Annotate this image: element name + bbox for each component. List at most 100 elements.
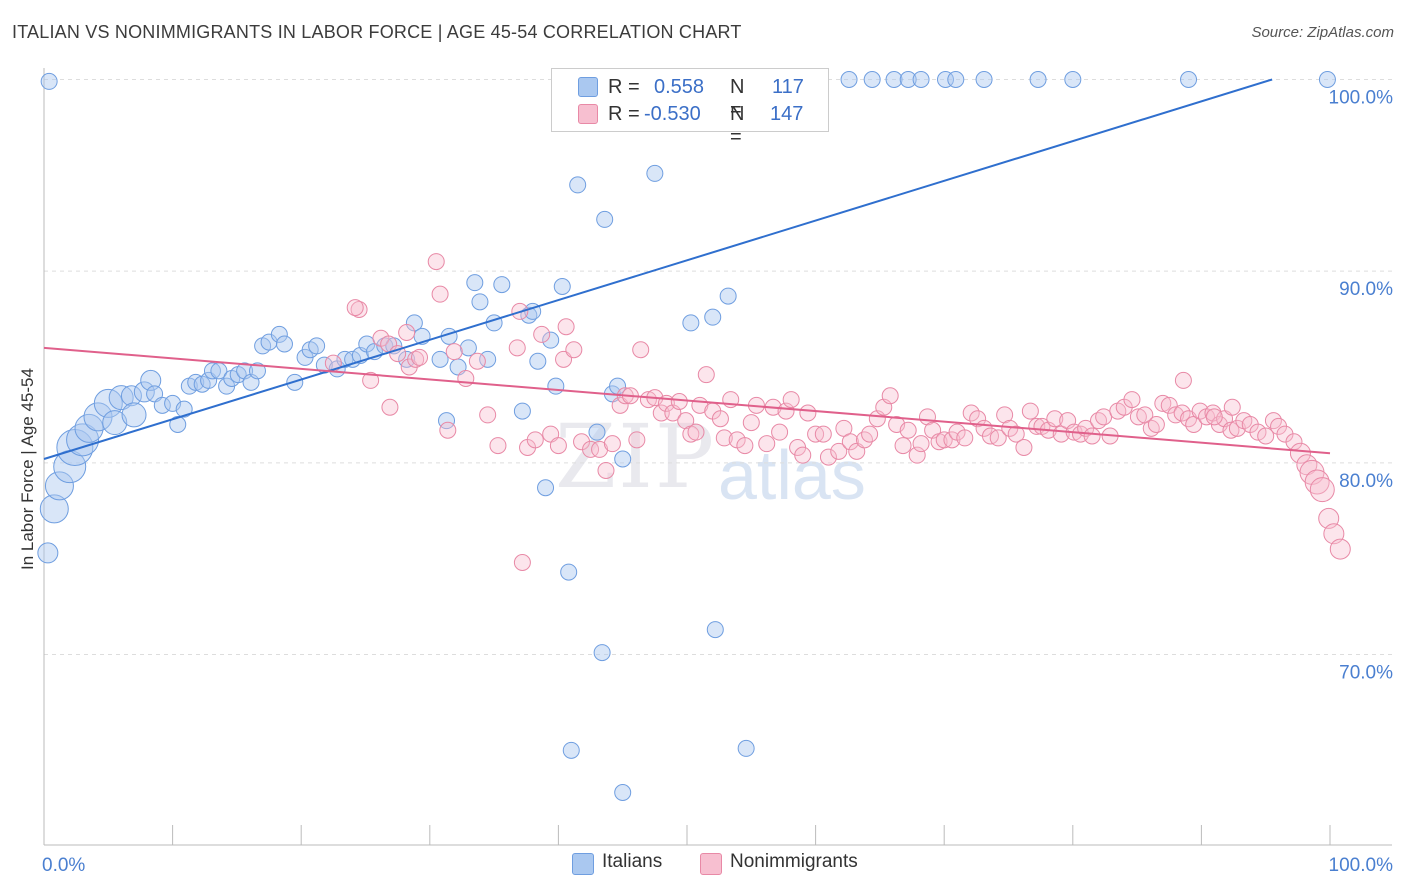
nonimmigrants-point <box>670 393 688 410</box>
italians-point <box>737 739 755 757</box>
nonimmigrants-point <box>1223 398 1241 416</box>
nonimmigrants-point <box>697 366 715 384</box>
nonimmigrants-point <box>489 437 507 455</box>
nonimmigrants-point <box>398 324 416 341</box>
italians-point <box>74 413 104 443</box>
nonimmigrants-point <box>1160 396 1178 414</box>
nonimmigrants-point <box>582 440 600 458</box>
legend-r-value: -0.530 <box>644 103 701 125</box>
legend-n-label: N = <box>730 76 745 121</box>
nonimmigrants-point <box>912 435 930 453</box>
nonimmigrants-point <box>899 421 917 439</box>
nonimmigrants-point <box>711 410 729 428</box>
legend: R = 0.558 N = 117 R = -0.530 N = 147 <box>551 68 829 148</box>
watermark-zip: ZIP <box>555 405 717 508</box>
legend-n-value: 117 <box>772 76 804 98</box>
italians-point <box>479 350 497 368</box>
italians-point <box>1029 71 1047 88</box>
italians-point <box>459 339 477 357</box>
nonimmigrants-point <box>526 431 544 449</box>
nonimmigrants-point <box>1174 371 1192 389</box>
italians-point <box>275 335 293 353</box>
nonimmigrants-point <box>427 253 445 271</box>
legend-n-label: N = <box>730 103 745 148</box>
italians-point <box>466 274 484 292</box>
nonimmigrants-point <box>1154 394 1172 412</box>
legend-n-value: 147 <box>770 103 804 125</box>
italians-point <box>529 352 547 370</box>
nonimmigrants-point <box>1046 410 1064 428</box>
nonimmigrants-point <box>1222 421 1240 439</box>
nonimmigrants-point <box>362 371 380 389</box>
nonimmigrants-point <box>439 421 457 439</box>
nonimmigrants-point <box>1147 416 1165 433</box>
nonimmigrants-point <box>1296 454 1318 476</box>
x-tick-label: 0.0% <box>42 855 85 876</box>
nonimmigrants-point <box>1095 408 1113 426</box>
italians-point <box>682 314 700 332</box>
nonimmigrants-point <box>956 429 974 447</box>
nonimmigrants-point <box>639 391 657 409</box>
nonimmigrants-point <box>1329 538 1351 560</box>
bottom-legend-swatch-italians <box>572 853 594 875</box>
nonimmigrants-point <box>830 442 848 460</box>
nonimmigrants-point <box>1123 391 1141 409</box>
italians-point <box>537 479 555 497</box>
italians-point <box>947 71 965 88</box>
italians-point <box>596 210 614 228</box>
italians-point <box>169 416 187 433</box>
nonimmigrants-point <box>1021 402 1039 420</box>
nonimmigrants-point <box>557 318 575 336</box>
nonimmigrants-point <box>513 554 531 571</box>
nonimmigrants-point <box>346 299 364 317</box>
y-tick-label: 70.0% <box>1339 663 1393 684</box>
italians-point <box>588 423 606 441</box>
nonimmigrants-point <box>411 348 429 366</box>
y-tick-label: 100.0% <box>1329 88 1394 109</box>
legend-r-value: 0.558 <box>654 76 705 98</box>
nonimmigrants-point <box>841 433 859 451</box>
nonimmigrants-point <box>1167 406 1185 424</box>
nonimmigrants-point <box>508 339 526 357</box>
nonimmigrants-point <box>603 435 621 453</box>
italians-point <box>471 293 489 311</box>
source-label: Source: ZipAtlas.com <box>1251 24 1394 41</box>
italians-point <box>1180 71 1198 88</box>
italians-point <box>593 644 611 662</box>
watermark-atlas: atlas <box>718 436 866 514</box>
nonimmigrants-point <box>1007 425 1025 443</box>
nonimmigrants-point <box>771 423 789 441</box>
nonimmigrants-point <box>479 406 497 424</box>
nonimmigrants-point <box>628 431 646 449</box>
italians-point <box>936 71 954 88</box>
legend-swatch-nonimmigrants <box>578 104 598 124</box>
italians-point <box>37 542 59 564</box>
italians-point <box>187 373 205 391</box>
nonimmigrants-point <box>782 391 800 409</box>
nonimmigrants-point <box>814 425 832 443</box>
nonimmigrants-point <box>632 341 650 359</box>
italians-point <box>912 71 930 88</box>
italians-point <box>706 621 724 639</box>
nonimmigrants-point <box>1249 423 1267 441</box>
italians-point <box>153 396 171 414</box>
nonimmigrants-point <box>549 437 567 455</box>
nonimmigrants-point <box>1309 477 1335 503</box>
legend-r-label: R = <box>608 76 640 98</box>
nonimmigrants-point <box>736 437 754 455</box>
italians-point <box>975 71 993 88</box>
nonimmigrants-point <box>758 435 776 453</box>
italians-point <box>560 563 578 581</box>
chart-title: ITALIAN VS NONIMMIGRANTS IN LABOR FORCE … <box>12 22 742 42</box>
nonimmigrants-point <box>969 410 987 428</box>
nonimmigrants-point <box>1083 427 1101 445</box>
italians-point <box>553 278 571 295</box>
nonimmigrants-point <box>881 387 899 405</box>
y-axis-label: In Labor Force | Age 45-54 <box>18 368 37 570</box>
nonimmigrants-point <box>996 406 1014 424</box>
nonimmigrants-point <box>1173 404 1191 422</box>
nonimmigrants-point <box>431 285 449 303</box>
nonimmigrants-point <box>861 425 879 443</box>
italians-point <box>121 402 147 428</box>
nonimmigrants-point <box>445 343 463 361</box>
